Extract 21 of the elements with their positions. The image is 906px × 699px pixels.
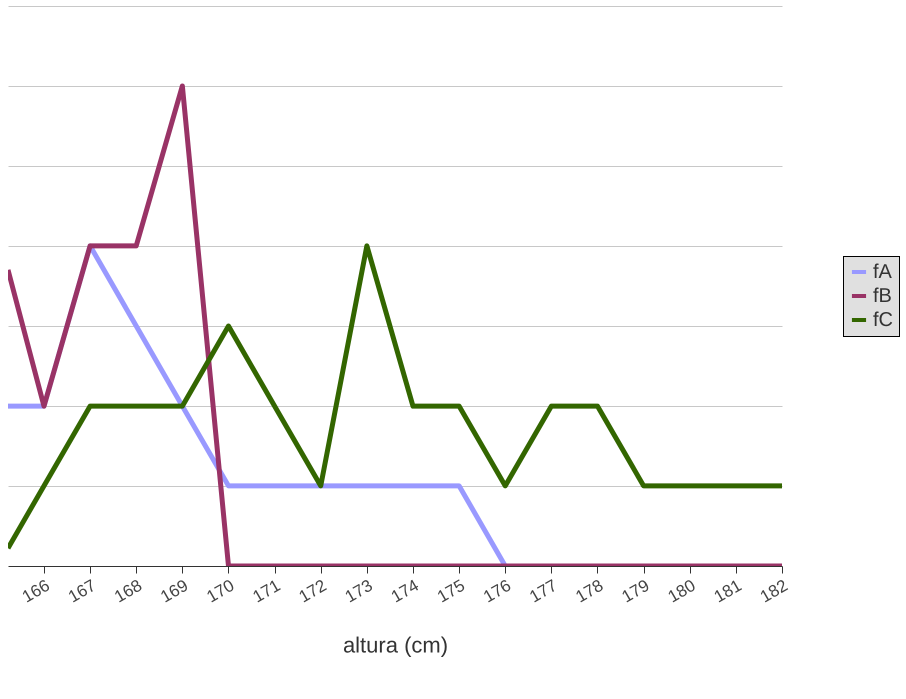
x-tick-label: 182 [756, 576, 791, 606]
x-axis-title: altura (cm) [342, 632, 448, 658]
x-tick-label: 167 [65, 576, 100, 606]
x-tick-label: 176 [480, 576, 514, 606]
legend-label: fA [873, 261, 893, 283]
x-tick-label: 181 [710, 576, 745, 606]
x-tick-label: 179 [618, 576, 653, 606]
x-tick-label: 178 [572, 576, 606, 606]
legend-label: fB [873, 285, 892, 307]
x-tick-label: 173 [342, 576, 376, 606]
x-tick-label: 168 [111, 576, 146, 606]
x-tick-label: 174 [388, 576, 422, 606]
x-tick-label: 171 [250, 576, 284, 606]
x-tick-label: 175 [434, 576, 468, 606]
x-tick-label: 166 [18, 576, 53, 606]
x-tick-label: 180 [664, 576, 699, 606]
x-tick-label: 172 [296, 576, 330, 606]
x-tick-label: 169 [157, 576, 192, 606]
x-tick-label: 177 [526, 576, 560, 606]
x-tick-label: 170 [203, 576, 238, 606]
legend-label: fC [873, 309, 893, 331]
